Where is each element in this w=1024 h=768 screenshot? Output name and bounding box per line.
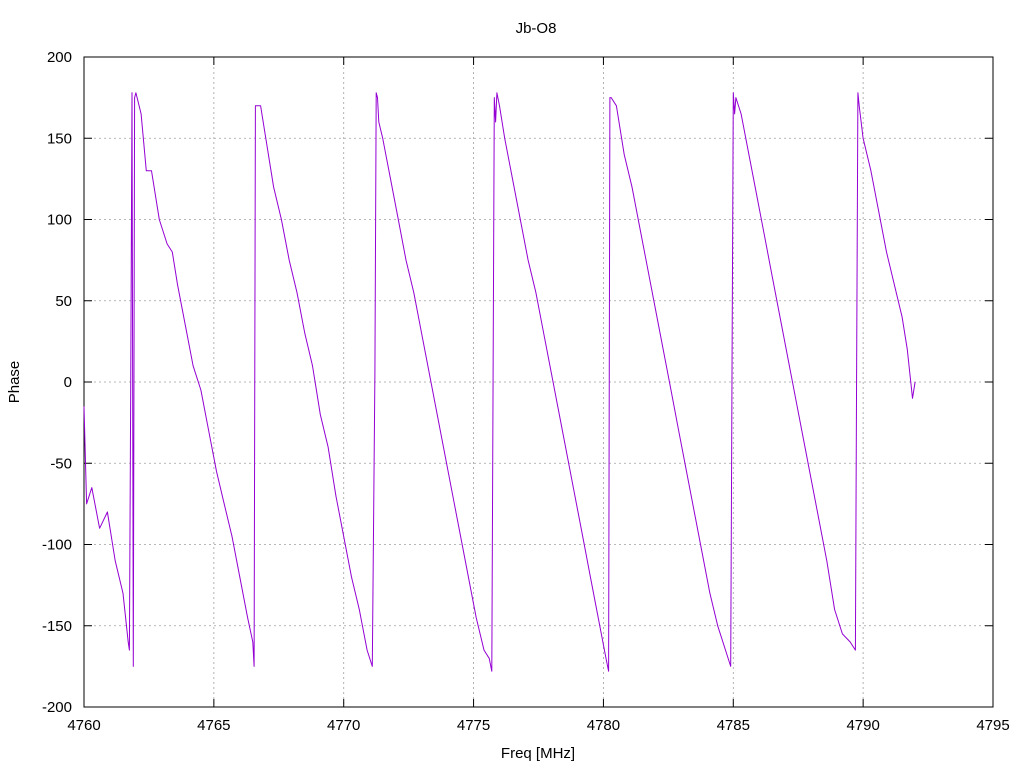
- y-tick-label: -100: [42, 537, 72, 554]
- x-tick-label: 4760: [67, 717, 100, 734]
- x-tick-label: 4785: [717, 717, 750, 734]
- y-tick-label: -150: [42, 618, 72, 635]
- y-tick-label: 150: [47, 130, 72, 147]
- phase-series-line: [83, 92, 916, 672]
- chart-title: Jb-O8: [516, 20, 557, 37]
- x-tick-label: 4770: [327, 717, 360, 734]
- y-axis-label: Phase: [6, 361, 23, 404]
- y-tick-label: 50: [55, 293, 72, 310]
- y-tick-label: 0: [64, 374, 72, 391]
- x-tick-label: 4765: [197, 717, 230, 734]
- y-tick-label: 200: [47, 49, 72, 66]
- y-tick-labels: -200 -150 -100 -50 0 50 100 150 200: [42, 49, 72, 716]
- ticks: [83, 56, 994, 708]
- y-tick-label: 100: [47, 212, 72, 229]
- grid: [84, 57, 993, 707]
- x-tick-label: 4775: [457, 717, 490, 734]
- series-group: [83, 92, 916, 672]
- y-tick-label: -50: [50, 455, 72, 472]
- x-tick-label: 4795: [976, 717, 1009, 734]
- x-tick-label: 4780: [587, 717, 620, 734]
- x-axis-label: Freq [MHz]: [501, 745, 575, 762]
- y-tick-label: -200: [42, 699, 72, 716]
- x-tick-labels: 4760 4765 4770 4775 4780 4785 4790 4795: [67, 717, 1009, 734]
- x-tick-label: 4790: [846, 717, 879, 734]
